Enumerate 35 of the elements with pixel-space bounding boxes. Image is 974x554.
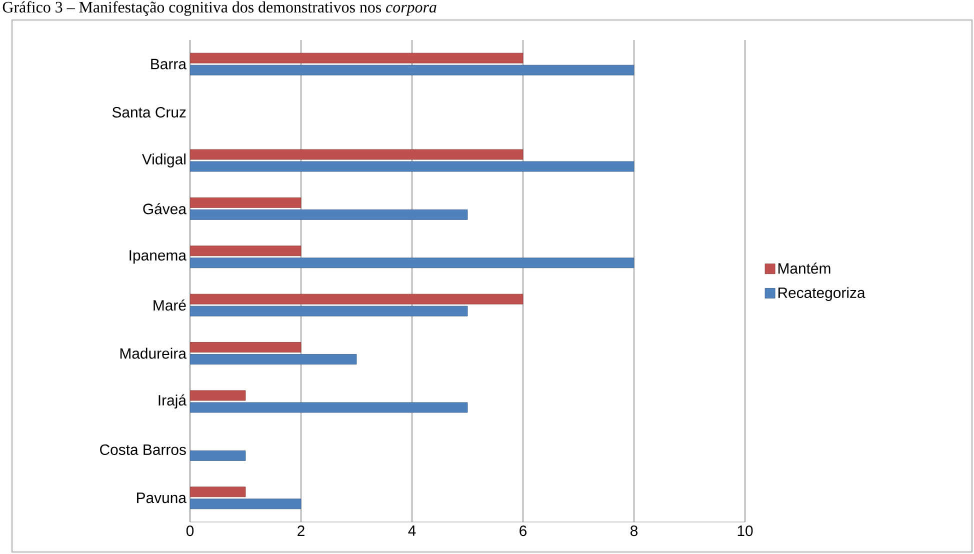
y-tick-label: Irajá xyxy=(158,394,186,409)
bar xyxy=(190,354,357,364)
y-tick-label: Madureira xyxy=(120,348,186,359)
bar xyxy=(190,294,524,304)
y-tick-label: Pavuna xyxy=(137,492,186,504)
y-tick-label: Gávea xyxy=(143,203,186,214)
bar xyxy=(190,342,302,352)
bar xyxy=(190,149,524,160)
x-tick-label: 8 xyxy=(630,526,638,536)
bar xyxy=(190,161,634,172)
y-tick-label: Costa Barros xyxy=(100,444,186,455)
bar xyxy=(190,258,634,268)
bar xyxy=(190,450,246,461)
bar xyxy=(190,498,302,510)
y-tick-label: Vidigal xyxy=(142,154,186,168)
bar xyxy=(190,486,246,498)
bar xyxy=(190,209,468,220)
bar xyxy=(190,64,634,76)
x-tick-label: 6 xyxy=(520,526,527,536)
x-tick-label: 10 xyxy=(738,526,753,536)
y-tick-label: Santa Cruz xyxy=(112,106,186,118)
y-tick-label: Ipanema xyxy=(130,250,186,264)
bar xyxy=(190,52,524,64)
x-tick-label: 2 xyxy=(298,526,304,536)
bar xyxy=(190,402,468,413)
chart-title: Gráfico 3 – Manifestação cognitiva dos demonstrativos nos corpora xyxy=(2,1,436,16)
bar xyxy=(190,306,468,316)
bar xyxy=(190,246,302,256)
y-tick-label: Maré xyxy=(154,300,186,311)
x-tick-label: 0 xyxy=(186,526,194,536)
legend-label: Recategoriza xyxy=(778,287,866,301)
bar xyxy=(190,197,302,208)
legend-label: Mantém xyxy=(778,262,830,274)
y-tick-label: Barra xyxy=(151,58,186,70)
x-tick-label: 4 xyxy=(408,526,416,536)
